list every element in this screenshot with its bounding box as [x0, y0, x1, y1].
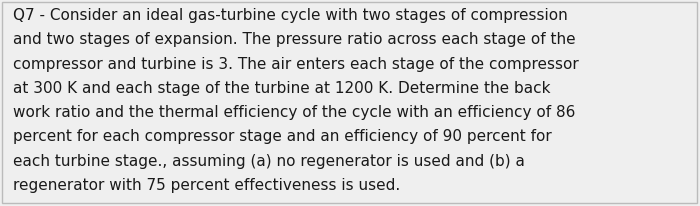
Text: each turbine stage., assuming (a) no regenerator is used and (b) a: each turbine stage., assuming (a) no reg…	[13, 153, 524, 168]
FancyBboxPatch shape	[2, 3, 697, 203]
Text: regenerator with 75 percent effectiveness is used.: regenerator with 75 percent effectivenes…	[13, 177, 400, 192]
Text: work ratio and the thermal efficiency of the cycle with an efficiency of 86: work ratio and the thermal efficiency of…	[13, 105, 575, 119]
Text: Q7 - Consider an ideal gas-turbine cycle with two stages of compression: Q7 - Consider an ideal gas-turbine cycle…	[13, 8, 567, 23]
Text: compressor and turbine is 3. The air enters each stage of the compressor: compressor and turbine is 3. The air ent…	[13, 56, 578, 71]
Text: at 300 K and each stage of the turbine at 1200 K. Determine the back: at 300 K and each stage of the turbine a…	[13, 81, 550, 95]
Text: and two stages of expansion. The pressure ratio across each stage of the: and two stages of expansion. The pressur…	[13, 32, 575, 47]
Text: percent for each compressor stage and an efficiency of 90 percent for: percent for each compressor stage and an…	[13, 129, 552, 144]
